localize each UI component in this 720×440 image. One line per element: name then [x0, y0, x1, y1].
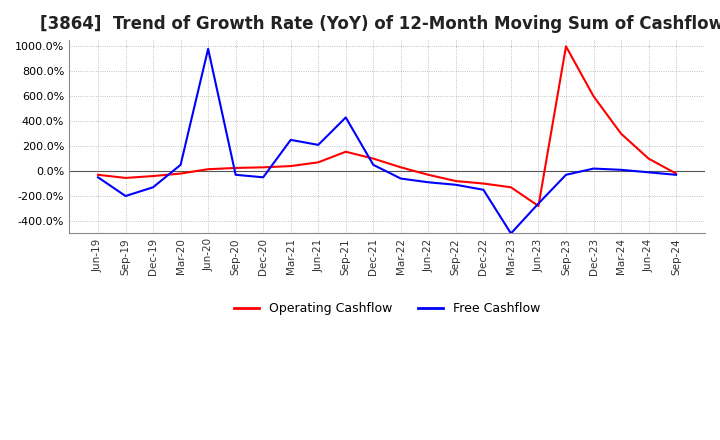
Free Cashflow	[149, 185, 158, 190]
Free Cashflow	[231, 172, 240, 177]
Operating Cashflow	[397, 165, 405, 170]
Free Cashflow	[589, 166, 598, 171]
Operating Cashflow	[617, 131, 626, 136]
Free Cashflow	[94, 175, 102, 180]
Operating Cashflow	[451, 178, 460, 183]
Free Cashflow	[204, 46, 212, 51]
Free Cashflow	[397, 176, 405, 181]
Operating Cashflow	[479, 181, 487, 186]
Operating Cashflow	[369, 156, 377, 161]
Free Cashflow	[451, 182, 460, 187]
Free Cashflow	[369, 162, 377, 168]
Free Cashflow	[617, 167, 626, 172]
Operating Cashflow	[204, 167, 212, 172]
Free Cashflow	[672, 172, 680, 177]
Operating Cashflow	[562, 44, 570, 49]
Free Cashflow	[562, 172, 570, 177]
Operating Cashflow	[121, 175, 130, 180]
Operating Cashflow	[424, 172, 433, 177]
Operating Cashflow	[534, 203, 543, 209]
Free Cashflow	[534, 201, 543, 206]
Operating Cashflow	[287, 163, 295, 169]
Free Cashflow	[507, 231, 516, 236]
Operating Cashflow	[589, 94, 598, 99]
Operating Cashflow	[94, 172, 102, 177]
Operating Cashflow	[314, 160, 323, 165]
Free Cashflow	[644, 170, 653, 175]
Operating Cashflow	[231, 165, 240, 171]
Free Cashflow	[176, 162, 185, 168]
Operating Cashflow	[644, 156, 653, 161]
Free Cashflow	[314, 142, 323, 147]
Free Cashflow	[259, 175, 268, 180]
Free Cashflow	[341, 115, 350, 120]
Free Cashflow	[424, 180, 433, 185]
Operating Cashflow	[341, 149, 350, 154]
Title: [3864]  Trend of Growth Rate (YoY) of 12-Month Moving Sum of Cashflows: [3864] Trend of Growth Rate (YoY) of 12-…	[40, 15, 720, 33]
Line: Operating Cashflow: Operating Cashflow	[98, 46, 676, 206]
Line: Free Cashflow: Free Cashflow	[98, 49, 676, 234]
Operating Cashflow	[259, 165, 268, 170]
Free Cashflow	[287, 137, 295, 143]
Operating Cashflow	[507, 185, 516, 190]
Operating Cashflow	[149, 173, 158, 179]
Free Cashflow	[121, 193, 130, 198]
Free Cashflow	[479, 187, 487, 192]
Legend: Operating Cashflow, Free Cashflow: Operating Cashflow, Free Cashflow	[229, 297, 545, 320]
Operating Cashflow	[672, 171, 680, 176]
Operating Cashflow	[176, 171, 185, 176]
